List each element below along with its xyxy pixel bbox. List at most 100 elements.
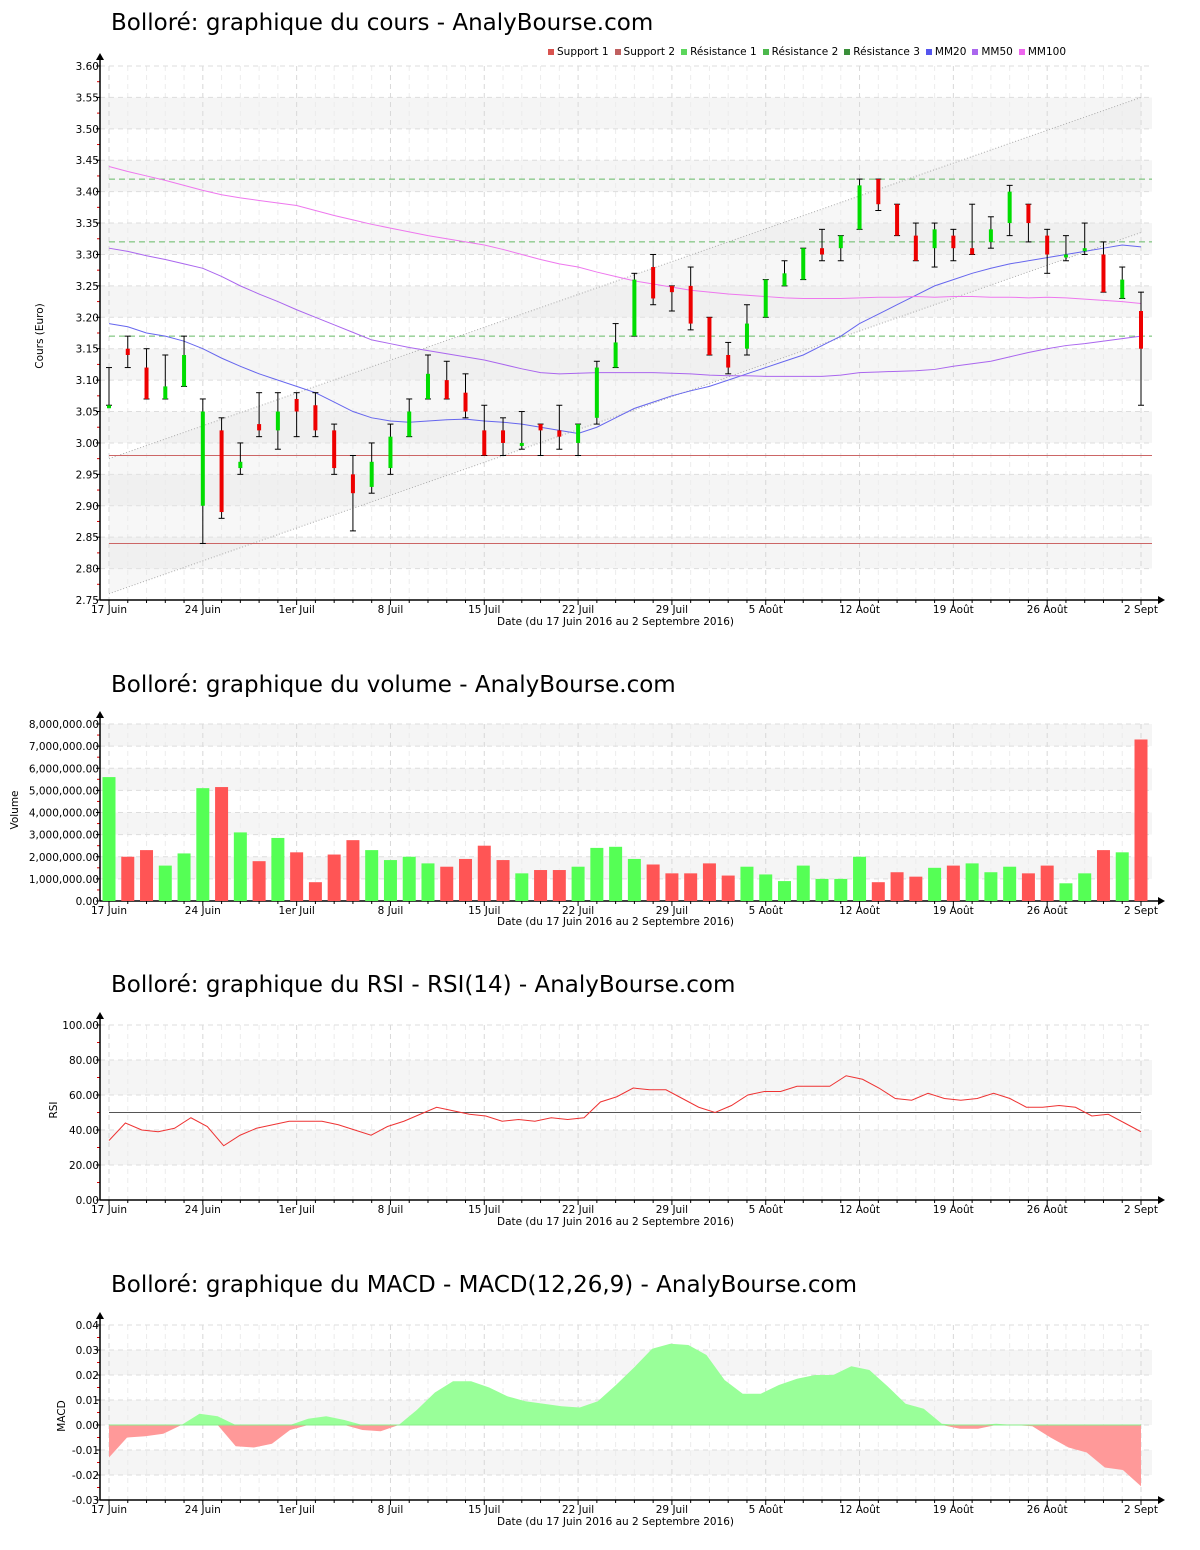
legend-item-mm50: MM50 [972, 46, 1013, 58]
price-chart-title: Bolloré: graphique du cours - AnalyBours… [111, 10, 654, 36]
svg-text:29 Juil: 29 Juil [656, 1204, 688, 1216]
svg-text:3.25: 3.25 [76, 281, 99, 293]
legend-label: Résistance 3 [853, 46, 920, 58]
svg-text:8 Juil: 8 Juil [378, 1504, 404, 1516]
rsi-x-axis-label: Date (du 17 Juin 2016 au 2 Septembre 201… [497, 1216, 735, 1228]
macd-y-axis-label: MACD [56, 1400, 68, 1432]
svg-text:0.01: 0.01 [76, 1395, 99, 1407]
legend-label: MM100 [1027, 46, 1067, 58]
svg-text:1er Juil: 1er Juil [278, 604, 314, 616]
svg-text:5 Août: 5 Août [749, 905, 783, 917]
legend-swatch [762, 49, 769, 55]
svg-text:8 Juil: 8 Juil [378, 905, 404, 917]
volume-chart-title: Bolloré: graphique du volume - AnalyBour… [111, 672, 676, 698]
legend-item-support-2: Support 2 [614, 46, 676, 58]
svg-text:15 Juil: 15 Juil [468, 1204, 500, 1216]
svg-text:29 Juil: 29 Juil [656, 1504, 688, 1516]
svg-text:22 Juil: 22 Juil [562, 905, 594, 917]
rsi-y-axis-label: RSI [48, 1101, 60, 1119]
svg-text:24 Juin: 24 Juin [185, 1504, 221, 1516]
svg-text:22 Juil: 22 Juil [562, 1504, 594, 1516]
legend-swatch [548, 49, 554, 55]
legend-item-r-sistance-3: Résistance 3 [844, 46, 920, 58]
svg-text:22 Juil: 22 Juil [562, 604, 594, 616]
svg-text:5,000,000.00: 5,000,000.00 [29, 785, 99, 797]
legend-swatch [972, 49, 979, 55]
svg-text:3.55: 3.55 [76, 92, 99, 104]
volume-y-axis-label: Volume [9, 790, 21, 830]
svg-text:0.02: 0.02 [76, 1370, 99, 1382]
svg-text:3.05: 3.05 [76, 407, 99, 419]
svg-text:-0.02: -0.02 [72, 1470, 99, 1482]
price-chart-legend: Support 1 Support 2 Résistance 1 Résistance… [548, 46, 1068, 58]
svg-text:12 Août: 12 Août [839, 1504, 880, 1516]
svg-text:0.00: 0.00 [76, 1195, 99, 1207]
svg-text:3.35: 3.35 [76, 218, 99, 230]
legend-label: MM50 [981, 46, 1013, 58]
svg-text:-0.01: -0.01 [72, 1445, 99, 1457]
legend-item-support-1: Support 1 [548, 46, 609, 58]
legend-item-r-sistance-2: Résistance 2 [762, 46, 839, 58]
svg-text:3,000,000.00: 3,000,000.00 [29, 830, 99, 842]
legend-swatch [925, 49, 932, 55]
svg-text:26 Août: 26 Août [1027, 905, 1068, 917]
svg-text:15 Juil: 15 Juil [468, 905, 500, 917]
svg-text:80.00: 80.00 [69, 1055, 99, 1067]
svg-text:15 Juil: 15 Juil [468, 604, 500, 616]
svg-text:22 Juil: 22 Juil [562, 1204, 594, 1216]
legend-label: Résistance 2 [771, 46, 839, 58]
svg-text:12 Août: 12 Août [839, 1204, 880, 1216]
svg-text:19 Août: 19 Août [933, 905, 974, 917]
svg-text:3.10: 3.10 [76, 375, 99, 387]
svg-text:0.00: 0.00 [76, 896, 99, 908]
svg-text:26 Août: 26 Août [1027, 1204, 1068, 1216]
svg-text:17 Juin: 17 Juin [91, 604, 127, 616]
svg-text:2 Sept: 2 Sept [1124, 1504, 1158, 1516]
svg-text:3.15: 3.15 [76, 344, 99, 356]
svg-text:2,000,000.00: 2,000,000.00 [29, 852, 99, 864]
svg-text:40.00: 40.00 [69, 1125, 99, 1137]
svg-text:1er Juil: 1er Juil [278, 1204, 314, 1216]
svg-text:3.50: 3.50 [76, 124, 99, 136]
svg-text:0.00: 0.00 [76, 1420, 99, 1432]
svg-text:24 Juin: 24 Juin [185, 604, 221, 616]
volume-chart-panel: Bolloré: graphique du volume - AnalyBour… [0, 660, 1200, 940]
svg-text:24 Juin: 24 Juin [185, 905, 221, 917]
svg-text:1er Juil: 1er Juil [278, 905, 314, 917]
legend-item-r-sistance-1: Résistance 1 [681, 46, 757, 58]
svg-text:12 Août: 12 Août [839, 604, 880, 616]
svg-text:3.00: 3.00 [76, 438, 99, 450]
svg-text:2 Sept: 2 Sept [1124, 604, 1158, 616]
svg-text:60.00: 60.00 [69, 1090, 99, 1102]
legend-swatch [614, 49, 621, 55]
svg-text:3.45: 3.45 [76, 155, 99, 167]
price-y-axis-label: Cours (Euro) [34, 303, 46, 369]
macd-x-axis-label: Date (du 17 Juin 2016 au 2 Septembre 201… [497, 1516, 735, 1528]
svg-text:2.95: 2.95 [76, 469, 99, 481]
svg-text:2 Sept: 2 Sept [1124, 1204, 1158, 1216]
svg-text:-0.03: -0.03 [72, 1495, 99, 1507]
legend-swatch [681, 49, 688, 55]
svg-text:19 Août: 19 Août [933, 1504, 974, 1516]
legend-label: Support 1 [557, 46, 609, 58]
legend-item-mm20: MM20 [925, 46, 966, 58]
svg-text:29 Juil: 29 Juil [656, 905, 688, 917]
svg-text:24 Juin: 24 Juin [185, 1204, 221, 1216]
price-x-axis-label: Date (du 17 Juin 2016 au 2 Septembre 201… [497, 616, 735, 628]
price-chart-panel: Bolloré: graphique du cours - AnalyBours… [0, 0, 1200, 640]
legend-label: Support 2 [623, 46, 676, 58]
svg-text:19 Août: 19 Août [933, 604, 974, 616]
rsi-chart-panel: Bolloré: graphique du RSI - RSI(14) - An… [0, 960, 1200, 1240]
svg-text:2.90: 2.90 [76, 501, 99, 513]
svg-text:100.00: 100.00 [62, 1020, 99, 1032]
svg-text:17 Juin: 17 Juin [91, 1204, 127, 1216]
price-chart-plot: 2.75 2.80 2.85 2.90 2.95 3.00 3.05 3.10 3.15 3.20… [76, 53, 1165, 616]
svg-text:4,000,000.00: 4,000,000.00 [29, 808, 99, 820]
svg-text:26 Août: 26 Août [1027, 604, 1068, 616]
svg-text:3.40: 3.40 [76, 187, 99, 199]
legend-swatch [844, 49, 851, 55]
svg-text:8 Juil: 8 Juil [378, 1204, 404, 1216]
svg-text:0.03: 0.03 [76, 1345, 99, 1357]
svg-text:20.00: 20.00 [69, 1160, 99, 1172]
volume-chart-plot: 0.00 1,000,000.00 2,000,000.00 3,000,000.00… [29, 711, 1165, 917]
